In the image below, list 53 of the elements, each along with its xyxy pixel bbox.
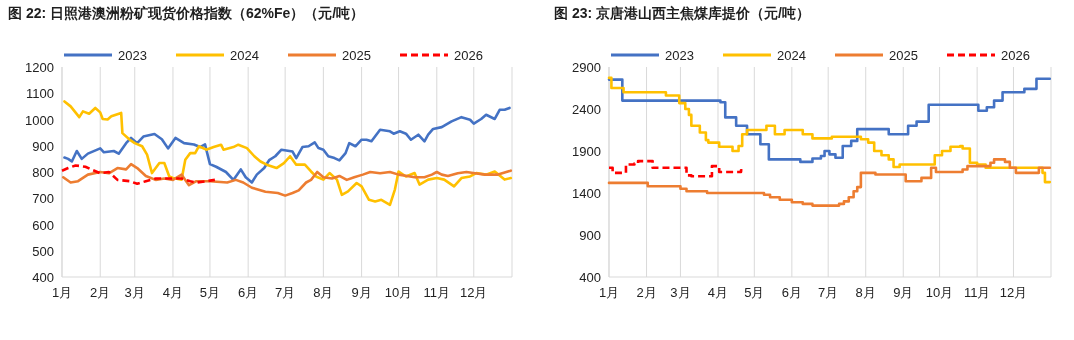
legend-label: 2025 [889,48,918,63]
legend-label: 2025 [342,48,371,63]
x-tick-label: 3月 [670,285,691,300]
x-tick-label: 8月 [855,285,876,300]
legend-label: 2024 [777,48,806,63]
y-tick-label: 700 [32,191,54,207]
x-tick-label: 7月 [275,285,296,300]
chart-title: 图 22: 日照港澳洲粉矿现货价格指数（62%Fe）（元/吨） [8,5,365,21]
y-tick-label: 1400 [572,186,601,201]
x-tick-label: 8月 [313,285,334,300]
x-tick-label: 9月 [893,285,914,300]
x-tick-label: 10月 [925,285,954,300]
line-series [60,164,217,186]
x-tick-label: 11月 [423,285,451,300]
x-tick-label: 4月 [162,285,184,300]
legend-label: 2026 [454,48,483,63]
y-tick-label: 900 [579,228,601,243]
x-tick-label: 3月 [124,285,145,300]
y-tick-label: 2400 [572,102,601,117]
x-tick-label: 6月 [781,285,802,300]
x-tick-label: 5月 [199,285,221,300]
x-tick-label: 10月 [384,285,413,300]
chart-title: 图 23: 京唐港山西主焦煤库提价（元/吨） [554,5,810,21]
x-tick-label: 2月 [90,285,111,300]
legend-label: 2024 [230,48,259,63]
y-tick-label: 600 [32,217,54,233]
x-tick-label: 1月 [598,285,620,300]
legend-label: 2026 [1001,48,1030,63]
x-tick-label: 9月 [351,285,372,300]
y-tick-label: 900 [32,138,54,154]
y-tick-label: 500 [32,243,54,259]
y-tick-label: 400 [579,270,601,285]
line-series [63,100,513,207]
y-tick-label: 400 [32,270,54,285]
y-tick-label: 1100 [26,86,54,102]
x-tick-label: 1月 [51,285,73,300]
x-tick-label: 5月 [744,285,765,300]
line-series [61,162,513,197]
y-tick-label: 800 [32,165,54,180]
line-series [63,106,511,184]
legend-label: 2023 [665,48,694,63]
y-tick-label: 1900 [572,144,601,159]
y-tick-label: 2900 [572,60,601,75]
x-tick-label: 2月 [636,285,657,300]
x-tick-label: 7月 [818,285,839,300]
x-tick-label: 4月 [707,285,729,300]
x-tick-label: 12月 [460,285,488,300]
legend-label: 2023 [118,48,147,63]
y-tick-label: 1000 [25,112,54,128]
y-tick-label: 1200 [25,60,54,75]
x-tick-label: 11月 [963,285,991,300]
x-tick-label: 6月 [238,285,259,300]
x-tick-label: 12月 [999,285,1028,300]
